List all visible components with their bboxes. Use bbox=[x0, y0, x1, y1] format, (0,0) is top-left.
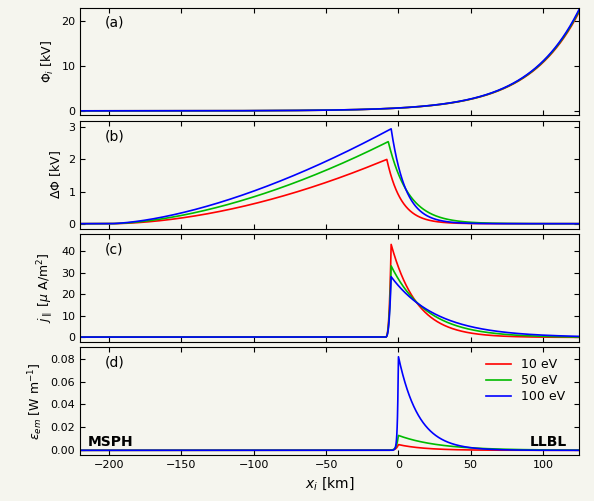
Text: LLBL: LLBL bbox=[529, 435, 567, 449]
Text: (c): (c) bbox=[105, 242, 124, 257]
100 eV bbox=[77, 447, 84, 453]
100 eV bbox=[566, 447, 573, 453]
50 eV bbox=[77, 447, 84, 453]
Line: 10 eV: 10 eV bbox=[80, 444, 579, 450]
50 eV bbox=[576, 447, 583, 453]
100 eV bbox=[134, 447, 141, 453]
50 eV bbox=[566, 447, 573, 453]
100 eV bbox=[395, 354, 402, 360]
Line: 100 eV: 100 eV bbox=[80, 357, 579, 450]
50 eV bbox=[163, 447, 170, 453]
Y-axis label: $\varepsilon_{em}$ [W m$^{-1}$]: $\varepsilon_{em}$ [W m$^{-1}$] bbox=[26, 362, 45, 440]
50 eV bbox=[290, 447, 297, 453]
X-axis label: $x_i$ [km]: $x_i$ [km] bbox=[305, 475, 355, 492]
100 eV bbox=[163, 447, 170, 453]
100 eV bbox=[290, 447, 297, 453]
50 eV bbox=[395, 432, 402, 438]
10 eV bbox=[576, 447, 583, 453]
10 eV bbox=[290, 447, 297, 453]
Y-axis label: $j_{\parallel}$ [$\mu$ A/m$^2$]: $j_{\parallel}$ [$\mu$ A/m$^2$] bbox=[35, 253, 56, 323]
10 eV bbox=[163, 447, 170, 453]
10 eV bbox=[77, 447, 84, 453]
10 eV bbox=[566, 447, 573, 453]
50 eV bbox=[134, 447, 141, 453]
Legend: 10 eV, 50 eV, 100 eV: 10 eV, 50 eV, 100 eV bbox=[484, 356, 568, 406]
10 eV bbox=[395, 441, 402, 447]
100 eV bbox=[512, 447, 519, 453]
Y-axis label: $\Phi_i$ [kV]: $\Phi_i$ [kV] bbox=[40, 40, 56, 83]
10 eV bbox=[134, 447, 141, 453]
Text: (d): (d) bbox=[105, 356, 125, 370]
10 eV bbox=[268, 447, 275, 453]
10 eV bbox=[512, 447, 519, 453]
Y-axis label: $\Delta\Phi$ [kV]: $\Delta\Phi$ [kV] bbox=[48, 150, 62, 199]
100 eV bbox=[268, 447, 275, 453]
Text: (a): (a) bbox=[105, 16, 125, 30]
50 eV bbox=[268, 447, 275, 453]
Text: (b): (b) bbox=[105, 129, 125, 143]
Line: 50 eV: 50 eV bbox=[80, 435, 579, 450]
Text: MSPH: MSPH bbox=[88, 435, 133, 449]
100 eV bbox=[576, 447, 583, 453]
50 eV bbox=[512, 446, 519, 452]
